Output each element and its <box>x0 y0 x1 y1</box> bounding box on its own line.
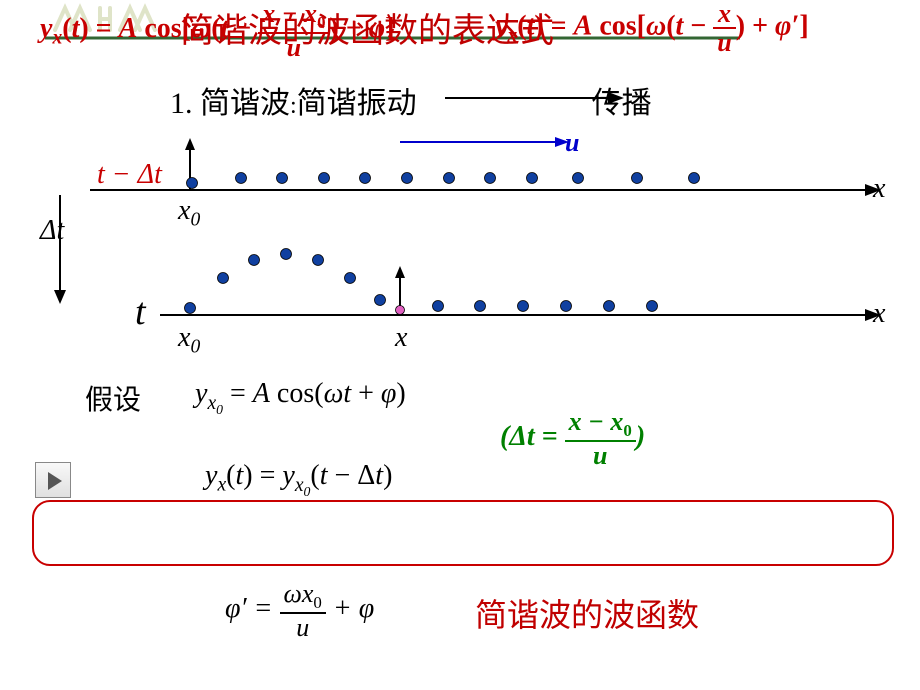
eq-delta-t: (Δt = x − x0u) <box>500 408 645 469</box>
assume-label: 假设 <box>85 378 141 418</box>
diag2-x-label: x <box>873 298 885 330</box>
eq-result-1: yx(t) = A cos[ω(t − x − x0u) + φ] <box>40 0 395 61</box>
diag2-x0-label: x0 <box>178 322 200 359</box>
eq-y-x0: yx0 = A cos(ωt + φ) <box>195 378 406 418</box>
diag2-xmid-label: x <box>395 322 407 354</box>
result-box <box>32 500 894 566</box>
play-button[interactable] <box>35 462 71 498</box>
footer-label: 简谐波的波函数 <box>475 590 699 636</box>
eq-result-2: yx(t) = A cos[ω(t − xu) + φ′] <box>495 0 809 57</box>
eq-phi-prime: φ′ = ωx0u + φ <box>225 580 374 641</box>
eq-yx-shift: yx(t) = yx0(t − Δt) <box>205 460 392 500</box>
diag2-t-label: t <box>135 290 146 334</box>
